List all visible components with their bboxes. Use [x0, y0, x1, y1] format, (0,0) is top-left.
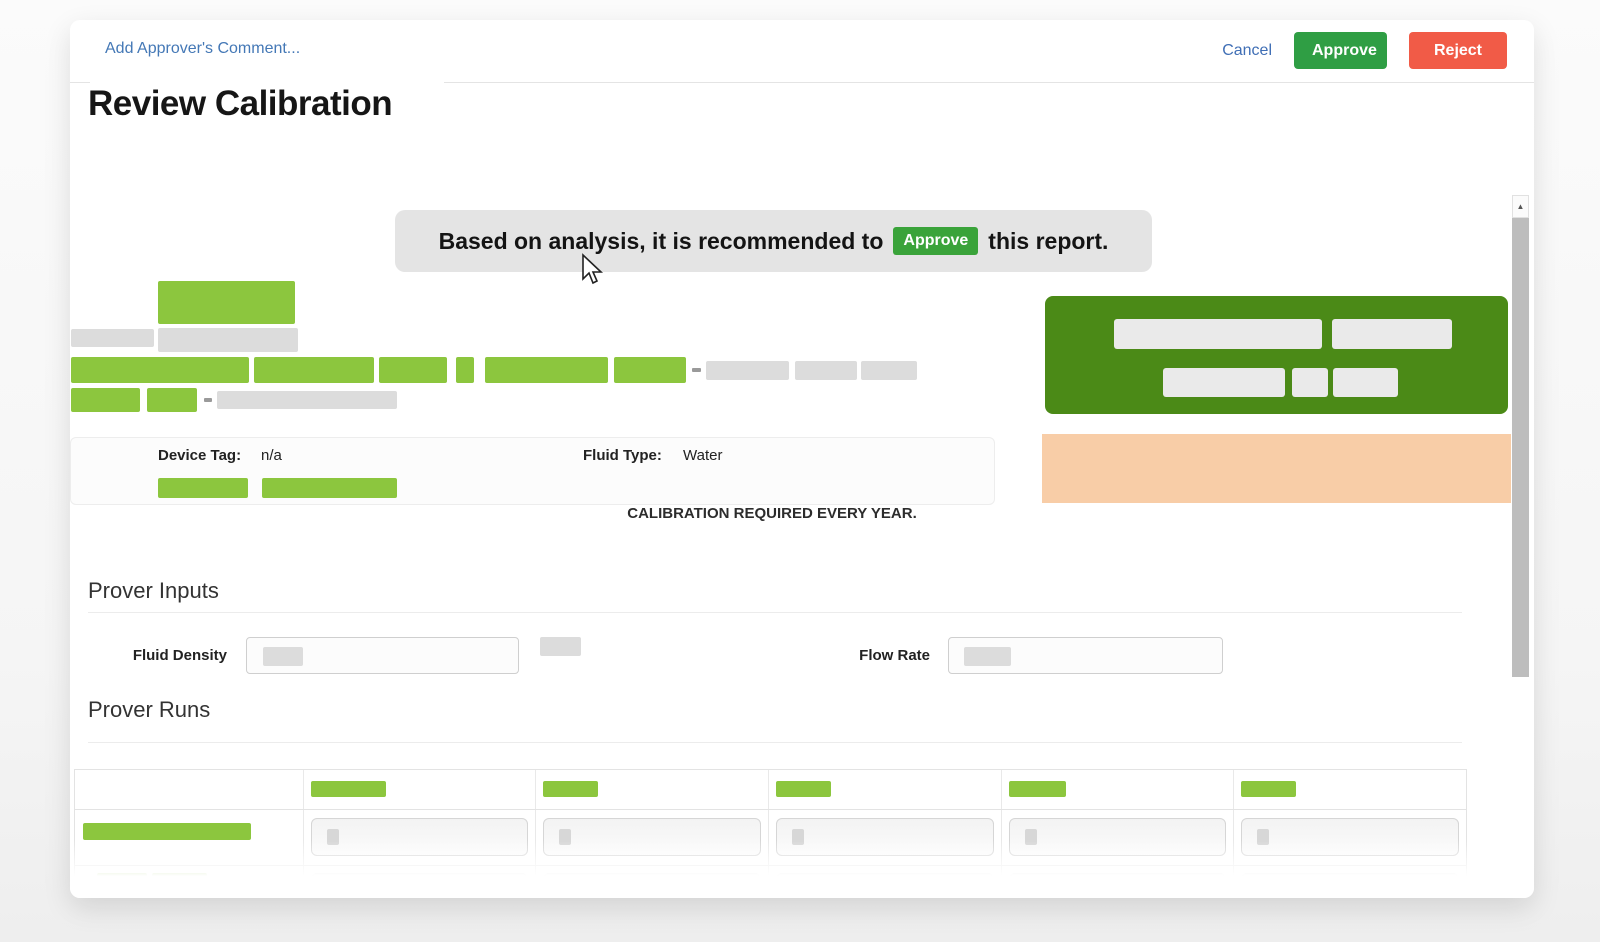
dash-separator [692, 368, 701, 372]
add-approver-comment-link[interactable]: Add Approver's Comment... [105, 40, 301, 57]
redacted-gray-block [158, 328, 298, 352]
redacted-green-block [158, 478, 248, 498]
device-info-panel: Device Tag: n/a Fluid Type: Water [70, 437, 995, 505]
redacted-panel-chip [1333, 368, 1398, 397]
redacted-gray-block [706, 361, 789, 380]
cursor-icon [582, 253, 604, 285]
bottom-fade-overlay [70, 840, 1534, 898]
redacted-panel-chip [1114, 319, 1322, 349]
fluid-density-input[interactable] [246, 637, 519, 674]
flow-rate-input[interactable] [948, 637, 1223, 674]
redacted-green-block [254, 357, 374, 383]
cancel-button[interactable]: Cancel [1222, 42, 1272, 59]
redacted-green-block [71, 388, 140, 412]
recommendation-suffix: this report. [988, 227, 1109, 254]
scroll-up-button[interactable]: ▲ [1512, 195, 1529, 218]
redacted-header-chip [1009, 781, 1066, 797]
redacted-value-chip [263, 647, 303, 666]
header-cell [1001, 770, 1233, 809]
device-tag-value: n/a [261, 447, 282, 464]
reject-button[interactable]: Reject [1409, 32, 1507, 69]
section-divider [88, 742, 1462, 743]
redacted-header-chip [1241, 781, 1296, 797]
redacted-gray-block [795, 361, 857, 380]
toolbar-actions: Cancel Approve Reject [1222, 32, 1507, 69]
redacted-green-block [456, 357, 474, 383]
redacted-gray-block [861, 361, 917, 380]
redacted-header-chip [543, 781, 598, 797]
approve-button[interactable]: Approve [1294, 32, 1387, 69]
redacted-green-block [614, 357, 686, 383]
redacted-green-block [485, 357, 608, 383]
warning-strip [1042, 434, 1511, 503]
redacted-green-block [262, 478, 397, 498]
redacted-unit-chip [540, 637, 581, 656]
redacted-green-block [158, 281, 295, 324]
recommendation-prefix: Based on analysis, it is recommended to [438, 227, 884, 254]
table-header-row [75, 770, 1466, 810]
redacted-green-block [379, 357, 447, 383]
scroll-up-icon: ▲ [1516, 202, 1525, 211]
redacted-header-chip [776, 781, 831, 797]
scrollbar-thumb[interactable] [1512, 218, 1529, 677]
dash-separator [204, 398, 212, 402]
redacted-gray-block [217, 391, 397, 409]
flow-rate-label: Flow Rate [859, 647, 930, 664]
redacted-value-chip [964, 647, 1011, 666]
redacted-panel-chip [1292, 368, 1328, 397]
row-label-cell [75, 810, 303, 865]
prover-inputs-heading: Prover Inputs [88, 578, 219, 603]
redacted-panel-chip [1163, 368, 1285, 397]
page-title: Review Calibration [88, 84, 393, 123]
device-tag-label: Device Tag: [158, 447, 242, 464]
redacted-green-block [147, 388, 197, 412]
recommendation-approve-badge: Approve [893, 227, 979, 255]
prover-runs-heading: Prover Runs [88, 697, 211, 722]
fluid-type-label: Fluid Type: [583, 447, 662, 464]
redacted-header-chip [311, 781, 386, 797]
redacted-row-label [83, 823, 251, 840]
active-tab-gap [90, 82, 444, 83]
header-cell [303, 770, 535, 809]
header-cell [535, 770, 768, 809]
header-divider [70, 82, 1534, 83]
fluid-density-label: Fluid Density [132, 647, 227, 664]
fluid-type-value: Water [683, 447, 723, 464]
review-calibration-card: Add Approver's Comment... Cancel Approve… [70, 20, 1534, 898]
section-divider [88, 612, 1462, 613]
header-cell [768, 770, 1001, 809]
redacted-panel-chip [1332, 319, 1452, 349]
redacted-gray-block [71, 329, 154, 347]
calibration-note: CALIBRATION REQUIRED EVERY YEAR. [627, 505, 917, 522]
header-cell-empty [75, 770, 303, 809]
status-panel [1045, 296, 1508, 414]
header-cell [1233, 770, 1466, 809]
recommendation-banner: Based on analysis, it is recommended to … [395, 210, 1152, 272]
redacted-green-block [71, 357, 249, 383]
